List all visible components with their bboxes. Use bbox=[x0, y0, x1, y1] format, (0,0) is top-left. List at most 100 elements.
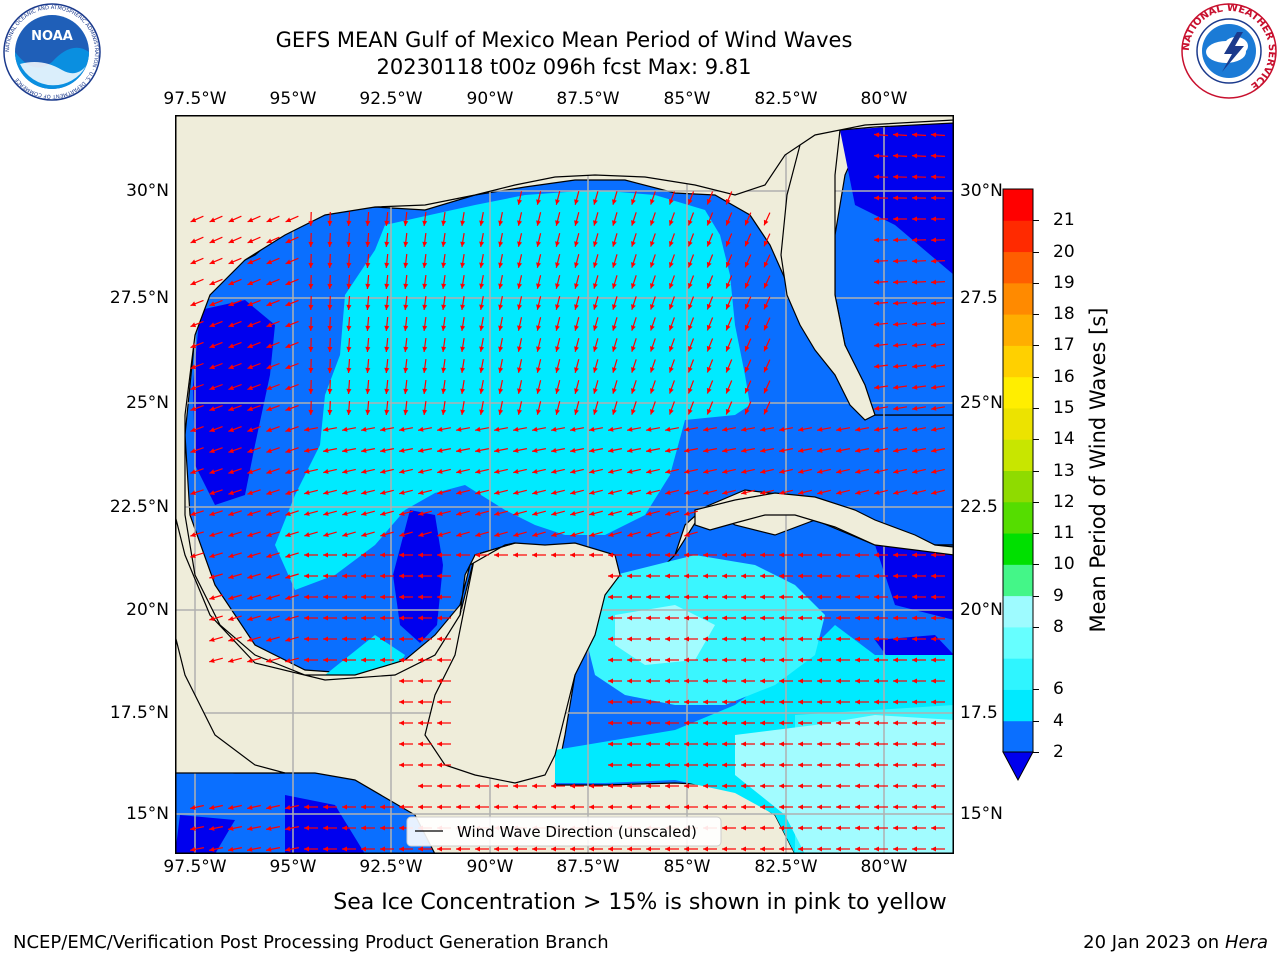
wave-direction-arrowhead bbox=[209, 259, 216, 265]
wave-direction-arrowhead bbox=[612, 409, 617, 415]
wave-direction-arrowhead bbox=[931, 132, 937, 138]
wave-direction-arrowhead bbox=[798, 825, 803, 831]
wave-direction-arrowhead bbox=[931, 636, 936, 642]
wave-direction-arrowhead bbox=[725, 240, 731, 247]
wave-direction-arrowhead bbox=[266, 846, 272, 852]
wave-direction-arrowhead bbox=[517, 262, 522, 268]
wave-direction-arrowhead bbox=[422, 283, 428, 289]
wave-direction-arrowhead bbox=[631, 409, 636, 415]
wave-direction-arrowhead bbox=[190, 846, 196, 852]
wave-direction-arrowhead bbox=[608, 490, 614, 495]
wave-direction-arrowhead bbox=[874, 216, 879, 222]
wave-direction-arrowhead bbox=[346, 304, 352, 310]
wave-direction-arrowhead bbox=[893, 384, 899, 390]
wave-direction-arrowhead bbox=[247, 364, 253, 370]
wave-direction-arrowhead bbox=[627, 762, 632, 768]
wave-direction-arrowhead bbox=[798, 699, 803, 705]
legend-label: Wind Wave Direction (unscaled) bbox=[457, 823, 697, 841]
wave-direction-arrowhead bbox=[627, 804, 632, 810]
wave-direction-arrowhead bbox=[323, 426, 329, 432]
wave-direction-arrowhead bbox=[893, 195, 898, 201]
wave-direction-arrowhead bbox=[931, 216, 936, 222]
wave-direction-arrowhead bbox=[763, 324, 769, 331]
wave-direction-arrowhead bbox=[836, 678, 841, 684]
wave-direction-arrowhead bbox=[608, 846, 613, 852]
wave-direction-arrowhead bbox=[836, 825, 841, 831]
wave-direction-arrowhead bbox=[874, 846, 879, 852]
wave-direction-arrowhead bbox=[228, 532, 234, 537]
wave-direction-arrowhead bbox=[551, 804, 556, 810]
wave-direction-arrowhead bbox=[779, 825, 784, 831]
wave-direction-arrowhead bbox=[266, 406, 272, 411]
wave-direction-arrowhead bbox=[763, 387, 769, 394]
wave-direction-arrowhead bbox=[361, 594, 366, 600]
wave-direction-arrowhead bbox=[517, 283, 522, 289]
wave-direction-arrowhead bbox=[744, 240, 750, 247]
wave-direction-arrowhead bbox=[494, 469, 500, 474]
wave-direction-arrowhead bbox=[190, 217, 197, 223]
wave-direction-arrowhead bbox=[706, 219, 712, 226]
wave-direction-arrowhead bbox=[836, 594, 841, 600]
wave-direction-arrowhead bbox=[703, 448, 709, 453]
wave-direction-arrowhead bbox=[817, 741, 822, 747]
colorbar-band bbox=[1003, 470, 1033, 503]
wave-direction-arrowhead bbox=[536, 241, 541, 247]
wave-direction-arrowhead bbox=[399, 741, 404, 747]
wave-direction-arrowhead bbox=[779, 490, 785, 495]
wave-direction-arrowhead bbox=[327, 346, 333, 352]
wave-direction-arrowhead bbox=[669, 283, 674, 289]
wave-direction-arrowhead bbox=[403, 283, 409, 289]
wave-direction-arrowhead bbox=[665, 469, 671, 474]
wave-direction-arrowhead bbox=[285, 238, 292, 244]
wave-direction-arrowhead bbox=[570, 448, 576, 453]
wave-direction-arrowhead bbox=[460, 388, 466, 394]
wave-direction-arrowhead bbox=[855, 741, 860, 747]
wave-direction-arrowhead bbox=[741, 448, 747, 453]
colorbar-under-triangle bbox=[1002, 751, 1034, 782]
wave-direction-arrowhead bbox=[741, 657, 746, 663]
wave-direction-arrowhead bbox=[725, 345, 731, 352]
wave-direction-arrowhead bbox=[266, 385, 272, 390]
wave-direction-arrowhead bbox=[441, 325, 447, 331]
wave-direction-arrowhead bbox=[874, 405, 880, 411]
wave-direction-arrowhead bbox=[627, 490, 633, 495]
wave-direction-arrowhead bbox=[266, 511, 272, 516]
wave-direction-arrowhead bbox=[190, 301, 197, 307]
wave-direction-arrowhead bbox=[346, 262, 352, 268]
wave-direction-arrowhead bbox=[399, 825, 404, 831]
wave-direction-arrowhead bbox=[741, 804, 746, 810]
wave-direction-arrowhead bbox=[475, 490, 481, 495]
wave-direction-arrowhead bbox=[365, 241, 371, 247]
wave-direction-arrowhead bbox=[836, 573, 841, 579]
wave-direction-arrowhead bbox=[650, 409, 655, 415]
wave-direction-arrowhead bbox=[342, 615, 347, 621]
wave-direction-arrowhead bbox=[817, 552, 822, 558]
wave-direction-arrowhead bbox=[669, 220, 674, 226]
wave-direction-arrowhead bbox=[874, 573, 879, 579]
wave-direction-arrowhead bbox=[684, 783, 689, 789]
wave-direction-arrowhead bbox=[650, 367, 655, 373]
lon-tick-bottom: 80°W bbox=[860, 857, 908, 877]
wave-direction-arrowhead bbox=[460, 346, 466, 352]
wave-direction-arrowhead bbox=[725, 366, 731, 373]
wave-direction-arrowhead bbox=[513, 490, 519, 495]
wave-direction-arrowhead bbox=[763, 408, 769, 415]
wave-direction-arrowhead bbox=[650, 346, 655, 352]
wave-direction-arrowhead bbox=[931, 300, 937, 306]
wave-direction-arrowhead bbox=[285, 595, 291, 600]
wave-direction-arrowhead bbox=[744, 345, 750, 352]
wave-direction-arrowhead bbox=[931, 552, 936, 558]
wave-direction-arrowhead bbox=[247, 301, 254, 307]
wave-direction-arrowhead bbox=[304, 426, 310, 432]
wave-direction-arrowhead bbox=[741, 720, 746, 726]
wave-direction-arrowhead bbox=[684, 511, 690, 516]
wave-direction-arrowhead bbox=[893, 363, 899, 369]
wave-direction-arrowhead bbox=[798, 552, 803, 558]
wave-direction-arrowhead bbox=[725, 282, 731, 289]
wave-direction-arrowhead bbox=[684, 762, 689, 768]
wave-direction-arrowhead bbox=[912, 657, 917, 663]
wave-direction-arrowhead bbox=[437, 636, 442, 642]
wave-direction-arrowhead bbox=[365, 283, 371, 289]
wave-direction-arrowhead bbox=[555, 220, 560, 226]
wave-direction-arrowhead bbox=[760, 783, 765, 789]
